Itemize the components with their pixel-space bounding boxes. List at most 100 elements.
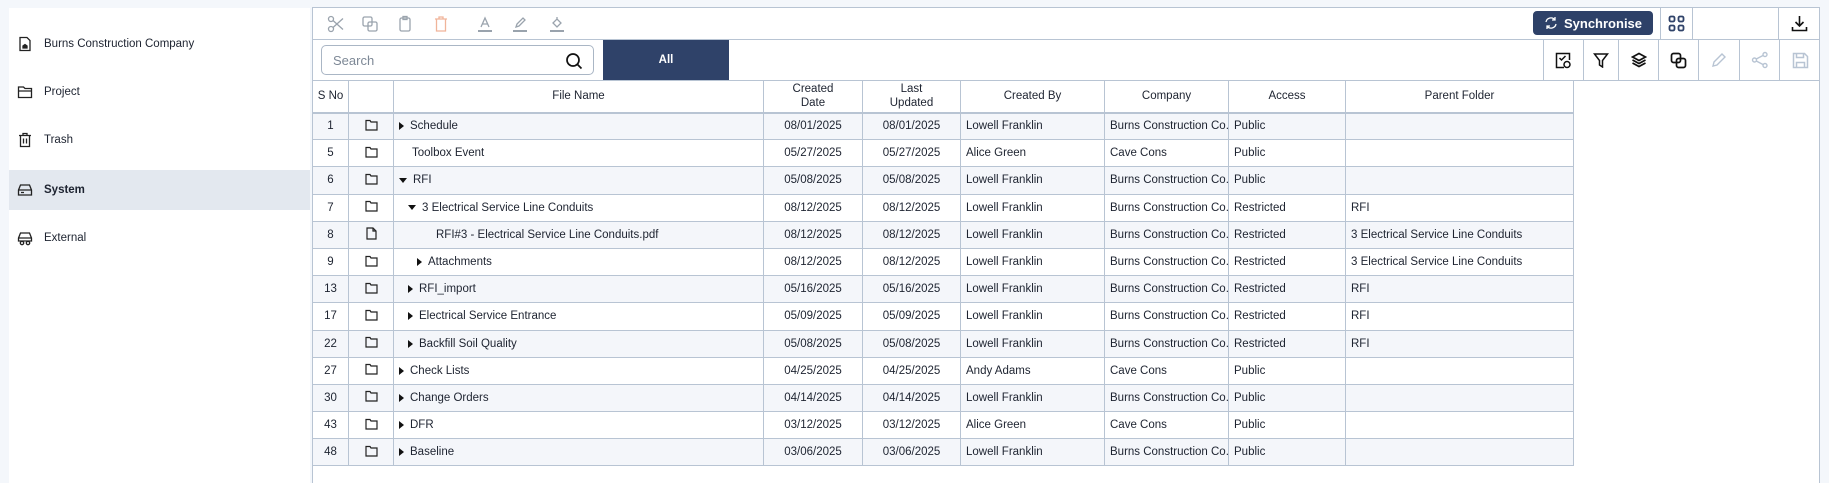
table-row[interactable]: 8 RFI#3 - Electrical Service Line Conduit… — [312, 220, 1574, 249]
caret-right-icon[interactable] — [417, 258, 422, 266]
folder-icon — [364, 119, 378, 134]
file-name-text[interactable]: DFR — [410, 419, 434, 432]
cut-icon[interactable] — [327, 15, 345, 33]
grid-view-button[interactable] — [1661, 8, 1692, 39]
caret-right-icon[interactable] — [399, 366, 404, 375]
cell-last-updated: 08/12/2025 — [862, 247, 961, 277]
column-header-access[interactable]: Access — [1228, 80, 1346, 114]
caret-down-icon[interactable] — [408, 205, 416, 211]
pencil-icon — [1712, 53, 1726, 67]
caret-right-icon[interactable] — [408, 339, 413, 348]
cell-created-by: Lowell Franklin — [960, 438, 1105, 467]
column-header-sno[interactable]: S No — [312, 80, 349, 114]
cell-parent-folder: RFI — [1345, 193, 1574, 222]
file-name-text[interactable]: Change Orders — [410, 391, 489, 404]
copy-icon[interactable] — [361, 15, 379, 33]
table-row[interactable]: 43 DFR 03/12/2025 03/12/2025 Alice Green Cave… — [312, 411, 1574, 440]
cell-company: Burns Construction Co... — [1104, 383, 1229, 413]
column-header-created-by[interactable]: Created By — [960, 80, 1105, 114]
sidebar-item-external[interactable]: External — [9, 218, 310, 258]
sidebar-item-system[interactable]: System — [9, 170, 310, 210]
paste-icon[interactable] — [396, 15, 414, 33]
table-row[interactable]: 22 Backfill Soil Quality 05/08/2025 05/08/2… — [312, 329, 1574, 358]
file-name-text[interactable]: Baseline — [410, 446, 455, 459]
table-row[interactable]: 9 Attachments 08/12/2025 08/12/2025 Lowell F… — [312, 247, 1574, 277]
tab-all[interactable]: All — [603, 40, 729, 80]
caret-down-icon[interactable] — [399, 177, 407, 183]
caret-right-icon[interactable] — [399, 393, 404, 402]
table-row[interactable]: 13 RFI_import 05/16/2025 05/16/2025 Lowell F… — [312, 275, 1574, 304]
table-row[interactable]: 1 Schedule 08/01/2025 08/01/2025 Lowell Fran… — [312, 111, 1574, 141]
save-button[interactable] — [1780, 40, 1820, 80]
text-color-icon[interactable] — [476, 15, 494, 33]
file-name-text[interactable]: Attachments — [428, 256, 492, 269]
table-row[interactable]: 5 Toolbox Event 05/27/2025 05/27/2025 Alice … — [312, 139, 1574, 168]
caret-right-icon[interactable] — [408, 285, 413, 294]
file-name-text[interactable]: Backfill Soil Quality — [419, 337, 517, 350]
share-icon — [1751, 51, 1768, 69]
column-header-file-name[interactable]: File Name — [393, 80, 764, 114]
fill-color-icon[interactable] — [548, 15, 566, 33]
sync-icon — [1545, 17, 1557, 29]
table-row[interactable]: 6 RFI 05/08/2025 05/08/2025 Lowell Franklin B… — [312, 166, 1574, 195]
cell-sno: 8 — [312, 220, 349, 249]
table-row[interactable]: 7 3 Electrical Service Line Conduits 08/12… — [312, 193, 1574, 222]
cell-file-name: Schedule — [393, 111, 764, 141]
column-header-company[interactable]: Company — [1104, 80, 1229, 114]
cell-access: Public — [1228, 411, 1346, 440]
column-header-parent-folder[interactable]: Parent Folder — [1345, 80, 1574, 114]
cell-type-icon — [348, 111, 394, 141]
file-name-text[interactable]: Toolbox Event — [412, 147, 485, 160]
file-name-text[interactable]: Schedule — [410, 120, 458, 133]
highlight-pen-icon[interactable] — [511, 15, 529, 33]
divider — [1658, 40, 1659, 80]
table-row[interactable]: 48 Baseline 03/06/2025 03/06/2025 Lowell Fra… — [312, 438, 1574, 467]
file-name-text[interactable]: 3 Electrical Service Line Conduits — [422, 201, 594, 214]
sidebar-item-project[interactable]: Project — [9, 72, 310, 112]
file-name-text[interactable]: RFI — [413, 174, 432, 187]
share-button[interactable] — [1740, 40, 1779, 80]
table-row[interactable]: 27 Check Lists 04/25/2025 04/25/2025 Andy Ad… — [312, 356, 1574, 385]
delete-icon[interactable] — [432, 15, 450, 33]
review-button[interactable] — [1544, 40, 1583, 80]
filter-button[interactable] — [1584, 40, 1618, 80]
caret-right-icon[interactable] — [399, 448, 404, 457]
cell-company: Burns Construction Co... — [1104, 302, 1229, 331]
table-row[interactable]: 17 Electrical Service Entrance 05/09/2025 0… — [312, 302, 1574, 331]
cell-created-date: 03/06/2025 — [763, 438, 863, 467]
search-icon[interactable] — [565, 52, 583, 70]
caret-right-icon[interactable] — [408, 312, 413, 321]
edit-button[interactable] — [1699, 40, 1739, 80]
cell-type-icon — [348, 383, 394, 413]
cell-last-updated: 05/16/2025 — [862, 275, 961, 304]
cell-sno: 9 — [312, 247, 349, 277]
file-name-text[interactable]: RFI_import — [419, 283, 476, 296]
sidebar-item-trash[interactable]: Trash — [9, 120, 310, 160]
duplicate-button[interactable] — [1659, 40, 1698, 80]
column-header-last-updated[interactable]: Last Updated — [862, 80, 961, 114]
cell-company: Cave Cons — [1104, 139, 1229, 168]
table-row[interactable]: 30 Change Orders 04/14/2025 04/14/2025 Lowel… — [312, 383, 1574, 413]
column-header-icon[interactable] — [348, 80, 394, 114]
cell-type-icon — [348, 275, 394, 304]
file-name-text[interactable]: RFI#3 - Electrical Service Line Conduits… — [436, 228, 659, 241]
column-header-created-date[interactable]: Created Date — [763, 80, 863, 114]
cell-company: Burns Construction Co... — [1104, 220, 1229, 249]
grid-icon — [1668, 15, 1685, 32]
sidebar-item-company[interactable]: Burns Construction Company — [9, 24, 310, 64]
cell-sno: 13 — [312, 275, 349, 304]
file-name-text[interactable]: Electrical Service Entrance — [419, 310, 557, 323]
synchronise-button[interactable]: Synchronise — [1533, 11, 1653, 35]
file-name-text[interactable]: Check Lists — [410, 364, 470, 377]
layers-button[interactable] — [1619, 40, 1658, 80]
search-placeholder: Search — [333, 52, 375, 68]
cell-parent-folder: RFI — [1345, 302, 1574, 331]
search-input[interactable]: Search — [321, 45, 594, 75]
cell-created-by: Lowell Franklin — [960, 193, 1105, 222]
cell-file-name: RFI#3 - Electrical Service Line Conduits… — [393, 220, 764, 249]
cell-file-name: Baseline — [393, 438, 764, 467]
cell-sno: 6 — [312, 166, 349, 195]
download-button[interactable] — [1779, 8, 1820, 39]
caret-right-icon[interactable] — [399, 122, 404, 131]
caret-right-icon[interactable] — [399, 421, 404, 430]
